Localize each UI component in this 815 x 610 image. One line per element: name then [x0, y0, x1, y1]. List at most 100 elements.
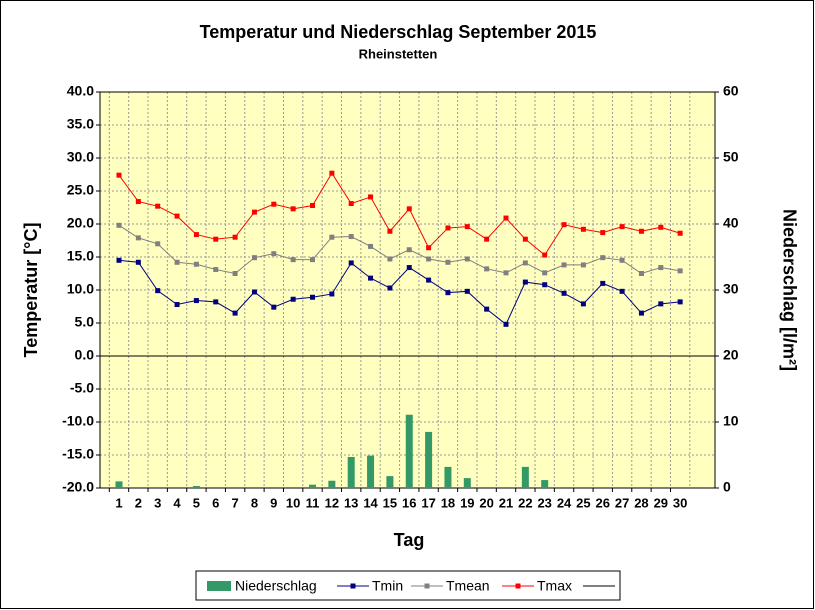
bar — [328, 480, 336, 488]
point — [658, 265, 664, 271]
point — [387, 256, 393, 262]
point — [232, 271, 238, 276]
point — [116, 257, 122, 263]
point — [406, 206, 412, 212]
point — [213, 299, 219, 305]
point — [426, 256, 432, 262]
point — [310, 294, 315, 300]
x-tick-label: 21 — [499, 495, 513, 510]
point — [232, 310, 238, 316]
point — [464, 256, 470, 262]
point — [426, 245, 432, 251]
point — [619, 288, 625, 294]
bar — [541, 480, 549, 488]
point — [271, 304, 277, 310]
point — [174, 302, 180, 308]
point — [290, 206, 296, 212]
y-tick-label: -15.0 — [62, 446, 94, 462]
point — [561, 290, 567, 296]
bar — [425, 431, 433, 488]
point — [232, 234, 238, 240]
legend-marker — [424, 583, 430, 589]
x-tick-label: 1 — [115, 495, 122, 510]
point — [368, 243, 374, 249]
legend — [195, 570, 621, 601]
point — [251, 209, 257, 215]
point — [406, 265, 412, 271]
bar — [386, 476, 394, 488]
point — [155, 288, 161, 294]
point — [310, 257, 315, 263]
x-tick-label: 15 — [383, 495, 397, 510]
point — [251, 289, 257, 295]
point — [484, 266, 490, 272]
x-tick-label: 4 — [173, 495, 181, 510]
point — [542, 270, 548, 276]
x-tick-label: 3 — [154, 495, 161, 510]
y2-tick-label: 20 — [723, 347, 739, 363]
y-tick-label: 30.0 — [67, 149, 94, 165]
x-tick-label: 9 — [270, 495, 277, 510]
line — [118, 172, 681, 256]
point — [348, 201, 354, 207]
point — [348, 234, 354, 240]
bar — [367, 455, 375, 488]
x-tick-label: 10 — [286, 495, 300, 510]
point — [580, 262, 586, 268]
point — [677, 230, 683, 236]
x-tick-label: 18 — [441, 495, 455, 510]
point — [251, 255, 257, 261]
y-tick-label: -10.0 — [62, 413, 94, 429]
x-tick-label: 6 — [212, 495, 219, 510]
x-tick-label: 25 — [576, 495, 590, 510]
point — [213, 267, 219, 273]
point — [638, 310, 644, 316]
point — [387, 228, 393, 234]
y-tick-label: 15.0 — [67, 248, 94, 264]
x-tick-label: 20 — [479, 495, 493, 510]
chart-subtitle: Rheinstetten — [359, 46, 438, 61]
x-tick-label: 13 — [344, 495, 358, 510]
point — [600, 255, 606, 261]
legend-label: Tmax — [537, 578, 572, 594]
x-tick-label: 24 — [557, 495, 572, 510]
bar — [115, 481, 123, 488]
point — [310, 203, 315, 209]
y-tick-label: 40.0 — [67, 83, 94, 99]
point — [406, 247, 412, 253]
point — [677, 268, 683, 274]
x-axis-label: Tag — [394, 530, 425, 550]
point — [522, 260, 528, 266]
bar — [521, 466, 529, 488]
x-tick-label: 16 — [402, 495, 416, 510]
point — [484, 236, 490, 242]
x-tick-label: 7 — [231, 495, 238, 510]
x-tick-label: 2 — [135, 495, 142, 510]
point — [619, 224, 625, 230]
point — [619, 257, 625, 263]
point — [638, 228, 644, 234]
point — [193, 261, 199, 267]
y-axis-label: Temperatur [°C] — [21, 223, 41, 358]
bar — [347, 456, 355, 488]
bar — [309, 484, 316, 488]
y-tick-label: -5.0 — [70, 380, 94, 396]
point — [464, 288, 470, 294]
point — [484, 306, 490, 312]
point — [290, 257, 296, 263]
point — [174, 213, 180, 219]
point — [271, 201, 277, 207]
y2-tick-label: 0 — [723, 479, 731, 495]
legend-label: Tmin — [372, 578, 403, 594]
y2-axis-label: Niederschlag [l/m²] — [779, 209, 799, 371]
legend-label: Tmean — [446, 578, 490, 594]
bar — [444, 466, 452, 488]
point — [348, 260, 354, 266]
point — [135, 259, 141, 265]
point — [503, 270, 509, 276]
point — [445, 225, 451, 231]
point — [522, 279, 528, 285]
point — [387, 285, 393, 291]
y-tick-label: 20.0 — [67, 215, 94, 231]
point — [135, 199, 141, 205]
